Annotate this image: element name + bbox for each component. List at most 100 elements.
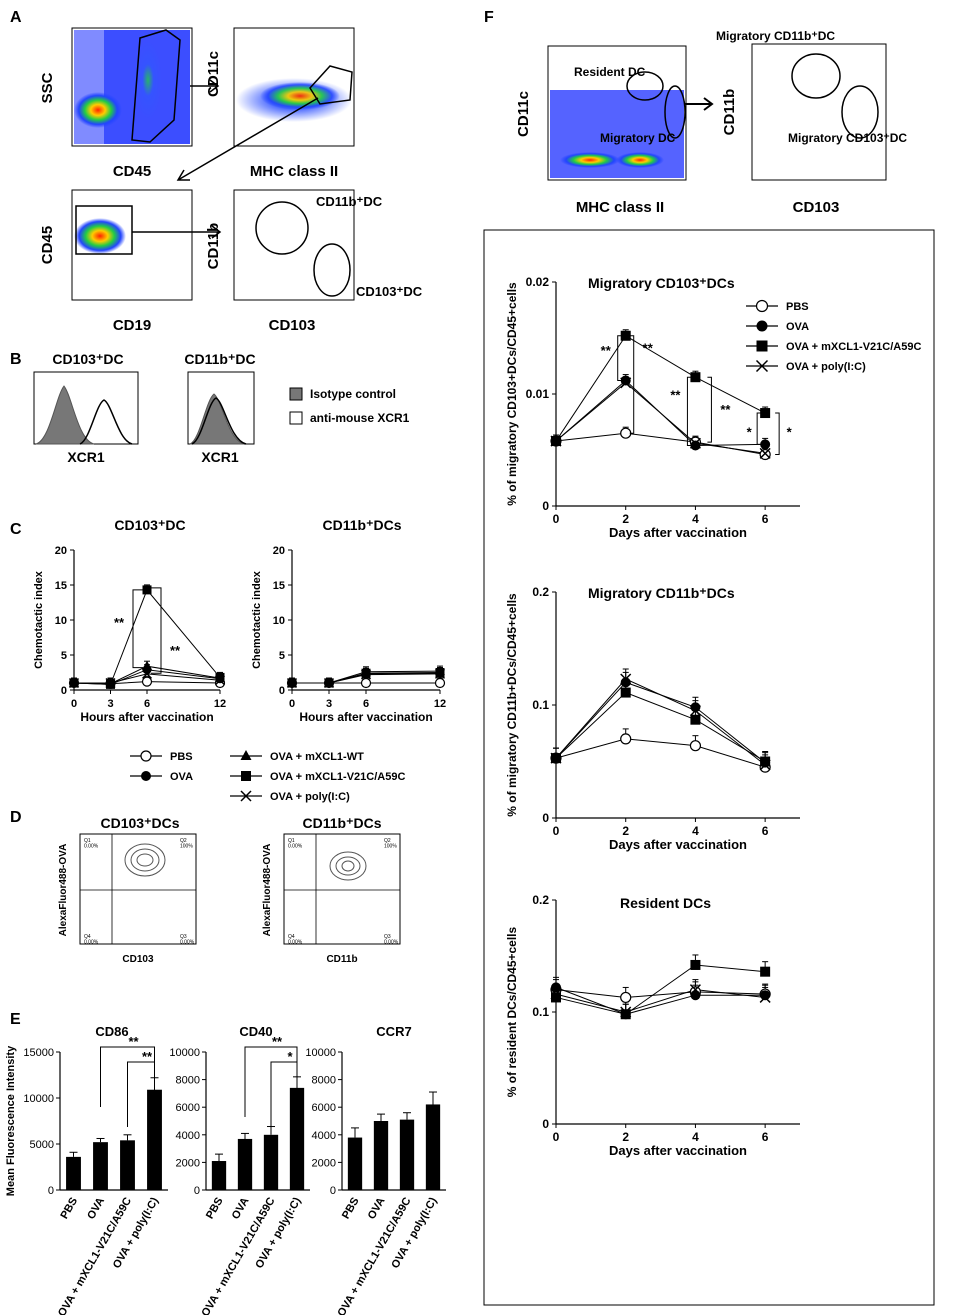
y-axis-label: Chemotactic index	[33, 570, 45, 669]
panel-f-flow1-gate1: Resident DC	[574, 65, 646, 79]
sig-annotation: **	[670, 388, 681, 403]
legend-marker	[241, 771, 251, 781]
bar	[373, 1121, 389, 1190]
data-point	[620, 330, 631, 341]
panel-a-plot4-xlabel: CD103	[269, 317, 316, 334]
data-point	[759, 447, 771, 459]
legend-label: PBS	[170, 751, 193, 763]
panel-f-flow1-gate2: Migratory DC	[600, 131, 676, 145]
data-point	[215, 672, 225, 682]
data-point	[760, 966, 771, 977]
gate-arrow-3	[132, 225, 222, 239]
legend-label: OVA	[786, 321, 809, 333]
data-point	[550, 752, 562, 764]
data-point	[323, 677, 335, 689]
x-tick-label: 6	[762, 1130, 769, 1144]
chart-title: CD40	[239, 1024, 272, 1039]
y-tick-label: 10	[273, 615, 285, 627]
panel-f-flow1-xlabel: MHC class II	[576, 199, 664, 216]
panel-b-hist2-xlabel: XCR1	[201, 449, 239, 465]
data-point	[105, 677, 116, 689]
panel-d-plot2-q2: Q2 100%	[384, 838, 397, 850]
gate-arrow-1	[190, 79, 220, 93]
y-tick-label: 10	[55, 615, 67, 627]
panel-f-flow2: Migratory CD11b⁺DC Migratory CD103⁺DC CD…	[716, 29, 907, 216]
x-tick-label: OVA	[85, 1195, 107, 1221]
bar	[425, 1104, 441, 1190]
y-axis-label: Chemotactic index	[251, 570, 263, 669]
data-point	[551, 982, 561, 993]
y-tick-label: 8000	[312, 1075, 336, 1087]
panel-b-hist2: CD11b⁺DC XCR1	[184, 351, 255, 465]
legend-label: OVA + poly(I:C)	[270, 791, 350, 803]
data-point	[690, 714, 701, 725]
chart-f1: 0 0.01 0.02 0 2 4 6 Days after vaccination % of …	[505, 275, 800, 540]
sig-bracket	[270, 1061, 298, 1127]
data-point	[214, 675, 226, 686]
data-point	[141, 668, 153, 679]
legend-label: OVA + poly(I:C)	[786, 361, 866, 373]
data-point	[361, 668, 371, 678]
panel-d-plot1-title: CD103⁺DCs	[101, 815, 180, 831]
y-tick-label: 2000	[312, 1157, 336, 1169]
data-point	[360, 677, 372, 689]
data-point	[551, 992, 561, 1003]
panel-label-c: C	[10, 521, 22, 538]
data-point	[620, 733, 632, 745]
legend-marker	[240, 750, 252, 760]
y-tick-label: 0	[194, 1185, 200, 1197]
x-tick-label: 0	[553, 512, 560, 526]
data-point	[620, 377, 632, 389]
chart-title: CD11b⁺DCs	[323, 517, 402, 533]
series-line	[73, 588, 221, 685]
bar	[263, 1134, 279, 1190]
chart-title: Migratory CD103⁺DCs	[588, 275, 735, 291]
panel-b-hist2-title: CD11b⁺DC	[184, 351, 255, 367]
sig-bracket-left	[132, 589, 143, 669]
sig-annotation: **	[720, 402, 731, 417]
y-tick-label: 15	[273, 580, 285, 592]
chart-title: Migratory CD11b⁺DCs	[588, 585, 735, 601]
x-tick-label: 12	[434, 698, 446, 710]
data-point	[620, 1006, 632, 1018]
x-tick-label: 12	[214, 698, 226, 710]
panel-b-hist1-title: CD103⁺DC	[52, 351, 123, 367]
sig-bracket	[617, 335, 622, 382]
panel-a-plot1-ylabel: SSC	[39, 72, 56, 103]
panel-a-plot3: CD45 CD19	[39, 189, 193, 334]
legend-label: OVA + mXCL1-V21C/A59C	[270, 771, 405, 783]
sig-annotation: **	[643, 341, 654, 356]
y-tick-label: 0.01	[526, 387, 550, 401]
y-tick-label: 6000	[176, 1102, 200, 1114]
x-axis-label: Days after vaccination	[609, 1143, 747, 1158]
y-tick-label: 10000	[169, 1047, 200, 1059]
legend-c: PBS OVA OVA + mXCL1-WT OVA + mXCL1-V21C/A59…	[130, 750, 405, 803]
chart-title: CCR7	[376, 1024, 411, 1039]
x-tick-label: 0	[553, 824, 560, 838]
x-tick-label: 3	[107, 698, 113, 710]
sig-annotation: **	[114, 615, 125, 630]
data-point	[689, 984, 701, 996]
sig-annotation: **	[142, 1049, 153, 1064]
series-line	[292, 673, 441, 684]
legend-label: OVA	[170, 771, 193, 783]
legend-label: OVA + mXCL1-WT	[270, 751, 364, 763]
series-line	[555, 964, 766, 1015]
data-point	[760, 990, 771, 1001]
legend-marker	[141, 771, 151, 781]
y-tick-label: 0	[61, 685, 67, 697]
y-tick-label: 10000	[305, 1047, 336, 1059]
panel-a-plot1: SSC CD45	[39, 27, 193, 180]
series-line	[555, 989, 766, 998]
y-axis-label: Mean Fluorescence Intensity	[5, 1045, 17, 1196]
sig-bracket	[756, 412, 762, 445]
panel-f-frame	[483, 229, 935, 1306]
data-point	[760, 408, 771, 419]
data-point	[68, 677, 80, 689]
series-line	[555, 989, 766, 1013]
panel-b-legend-0: Isotype control	[310, 387, 396, 401]
y-tick-label: 5	[279, 650, 285, 662]
chart-f3: 0 0.1 0.2 0 2 4 6 Days after vaccination % of re…	[505, 893, 800, 1158]
x-tick-label: 4	[692, 512, 699, 526]
